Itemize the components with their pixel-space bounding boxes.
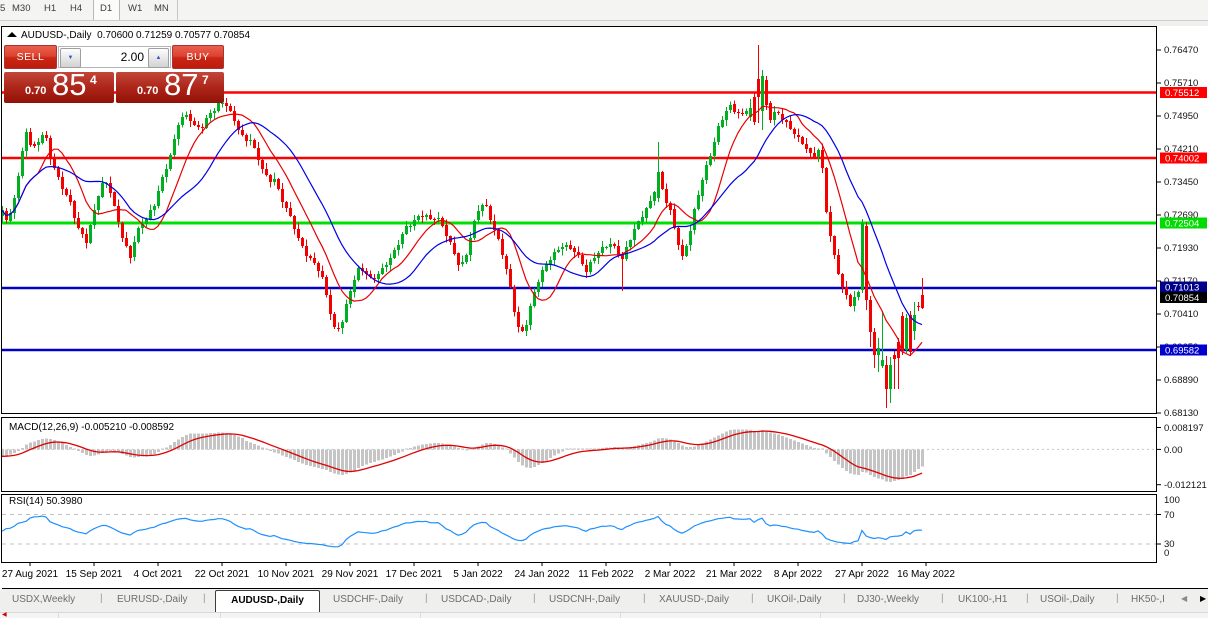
svg-text:0.74950: 0.74950 [1164, 111, 1198, 122]
svg-text:27 Apr 2022: 27 Apr 2022 [835, 569, 889, 580]
svg-text:AUDUSD-,Daily 0.70600 0.71259: AUDUSD-,Daily 0.70600 0.71259 0.70577 0.… [21, 30, 250, 41]
svg-text:10 Nov 2021: 10 Nov 2021 [258, 569, 315, 580]
svg-text:RSI(14) 50.3980: RSI(14) 50.3980 [9, 496, 83, 507]
svg-text:0.75710: 0.75710 [1164, 78, 1198, 89]
svg-text:21 Mar 2022: 21 Mar 2022 [706, 569, 763, 580]
svg-text:0.00: 0.00 [1164, 445, 1183, 456]
svg-text:0.70854: 0.70854 [1165, 293, 1199, 304]
svg-text:15 Sep 2021: 15 Sep 2021 [66, 569, 123, 580]
svg-text:4 Oct 2021: 4 Oct 2021 [134, 569, 183, 580]
svg-text:24 Jan 2022: 24 Jan 2022 [514, 569, 569, 580]
svg-text:30: 30 [1164, 539, 1175, 550]
svg-text:0.68130: 0.68130 [1164, 408, 1198, 419]
svg-text:29 Nov 2021: 29 Nov 2021 [322, 569, 379, 580]
svg-text:0.72504: 0.72504 [1165, 219, 1199, 230]
svg-text:0.72690: 0.72690 [1164, 210, 1198, 221]
svg-text:0.71013: 0.71013 [1165, 283, 1199, 294]
svg-text:0.008197: 0.008197 [1164, 423, 1204, 434]
svg-text:100: 100 [1164, 495, 1180, 506]
svg-text:0.73450: 0.73450 [1164, 177, 1198, 188]
svg-text:-0.012121: -0.012121 [1164, 480, 1207, 491]
svg-text:0.76470: 0.76470 [1164, 45, 1198, 56]
svg-text:22 Oct 2021: 22 Oct 2021 [195, 569, 250, 580]
svg-text:0.70410: 0.70410 [1164, 309, 1198, 320]
svg-text:16 May 2022: 16 May 2022 [897, 569, 955, 580]
svg-text:8 Apr 2022: 8 Apr 2022 [774, 569, 823, 580]
svg-text:0.69582: 0.69582 [1165, 346, 1199, 357]
svg-text:0.74210: 0.74210 [1164, 144, 1198, 155]
svg-text:70: 70 [1164, 510, 1175, 521]
svg-text:27 Aug 2021: 27 Aug 2021 [2, 569, 59, 580]
svg-text:MACD(12,26,9) -0.005210 -0.008: MACD(12,26,9) -0.005210 -0.008592 [9, 422, 175, 433]
svg-text:11 Feb 2022: 11 Feb 2022 [578, 569, 634, 580]
svg-text:0.74002: 0.74002 [1165, 154, 1199, 165]
svg-text:5 Jan 2022: 5 Jan 2022 [453, 569, 503, 580]
svg-text:17 Dec 2021: 17 Dec 2021 [386, 569, 443, 580]
svg-text:0.75512: 0.75512 [1165, 88, 1199, 99]
svg-text:0.68890: 0.68890 [1164, 375, 1198, 386]
svg-text:0.71930: 0.71930 [1164, 243, 1198, 254]
svg-text:0: 0 [1164, 548, 1169, 559]
svg-text:2 Mar 2022: 2 Mar 2022 [645, 569, 696, 580]
